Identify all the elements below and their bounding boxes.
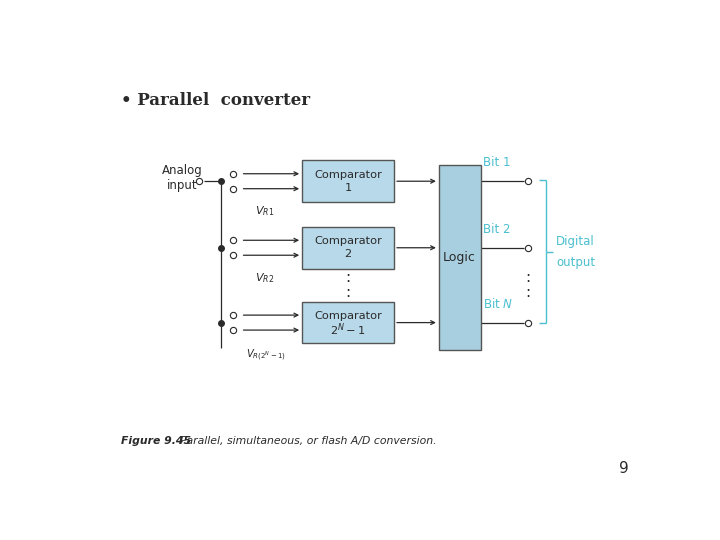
Text: Bit 1: Bit 1 <box>483 156 511 169</box>
Text: :
:: : : <box>526 270 531 300</box>
Text: Digital: Digital <box>556 235 595 248</box>
Text: 1: 1 <box>344 183 351 193</box>
Text: Analog: Analog <box>162 164 202 177</box>
Text: $V_{R1}$: $V_{R1}$ <box>255 205 274 219</box>
Text: • Parallel  converter: • Parallel converter <box>121 92 310 109</box>
Bar <box>302 160 394 202</box>
Text: Bit $N$: Bit $N$ <box>483 297 513 311</box>
Bar <box>302 227 394 268</box>
Text: Logic: Logic <box>444 251 476 264</box>
Bar <box>438 165 481 349</box>
Text: Parallel, simultaneous, or flash A/D conversion.: Parallel, simultaneous, or flash A/D con… <box>173 436 436 446</box>
Text: :
:: : : <box>346 270 351 300</box>
Text: Comparator: Comparator <box>314 236 382 246</box>
Text: Figure 9.45: Figure 9.45 <box>121 436 191 446</box>
Text: $V_{R(2^N-1)}$: $V_{R(2^N-1)}$ <box>246 347 287 363</box>
Text: input: input <box>167 179 197 192</box>
Text: Bit 2: Bit 2 <box>483 222 511 235</box>
Text: $V_{R2}$: $V_{R2}$ <box>255 271 274 285</box>
Text: 9: 9 <box>618 462 629 476</box>
Text: Comparator: Comparator <box>314 170 382 180</box>
Text: Comparator: Comparator <box>314 311 382 321</box>
Text: output: output <box>556 256 595 269</box>
Bar <box>302 302 394 343</box>
Text: 2: 2 <box>344 249 351 259</box>
Text: $2^N - 1$: $2^N - 1$ <box>330 321 366 338</box>
